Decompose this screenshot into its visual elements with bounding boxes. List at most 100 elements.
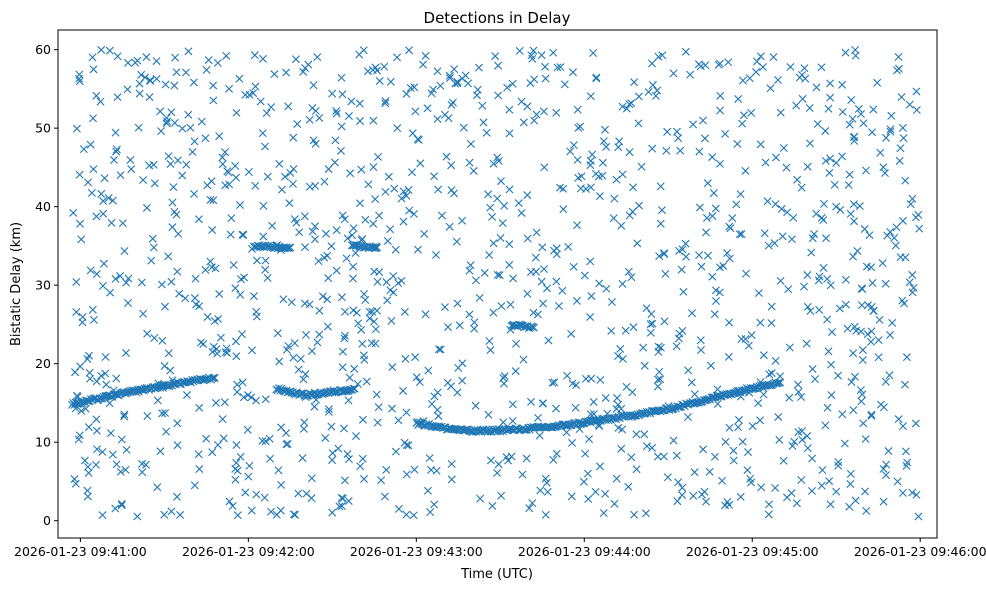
clutter-detection-point xyxy=(324,407,333,416)
clutter-detection-point xyxy=(413,245,422,254)
clutter-detection-point xyxy=(305,182,314,191)
clutter-detection-point xyxy=(728,214,737,223)
clutter-detection-point xyxy=(474,63,483,72)
clutter-detection-point xyxy=(860,225,869,234)
clutter-detection-point xyxy=(402,470,411,479)
clutter-detection-point xyxy=(172,68,181,77)
clutter-detection-point xyxy=(494,61,503,70)
clutter-detection-point xyxy=(850,132,859,141)
clutter-detection-point xyxy=(372,390,381,399)
clutter-detection-point xyxy=(375,211,384,220)
clutter-detection-point xyxy=(203,313,212,322)
clutter-detection-point xyxy=(295,228,304,237)
clutter-detection-point xyxy=(588,150,597,159)
clutter-detection-point xyxy=(470,318,479,327)
clutter-detection-point xyxy=(508,79,517,88)
clutter-detection-point xyxy=(232,108,241,117)
clutter-detection-point xyxy=(484,190,493,199)
clutter-detection-point xyxy=(553,63,562,72)
clutter-detection-point xyxy=(334,444,343,453)
clutter-detection-point xyxy=(201,265,210,274)
clutter-detection-point xyxy=(285,199,294,208)
clutter-detection-point xyxy=(162,113,171,122)
clutter-detection-point xyxy=(776,108,785,117)
clutter-detection-point xyxy=(744,341,753,350)
clutter-detection-point xyxy=(737,334,746,343)
clutter-detection-point xyxy=(861,487,870,496)
clutter-detection-point xyxy=(408,129,417,138)
clutter-detection-point xyxy=(83,354,92,363)
clutter-detection-point xyxy=(315,113,324,122)
clutter-detection-point xyxy=(232,441,241,450)
clutter-detection-point xyxy=(291,55,300,64)
clutter-detection-point xyxy=(759,390,768,399)
clutter-detection-point xyxy=(537,51,546,60)
y-tick-label: 40 xyxy=(35,199,51,214)
clutter-detection-point xyxy=(886,127,895,136)
clutter-detection-point xyxy=(243,425,252,434)
clutter-detection-point xyxy=(777,204,786,213)
clutter-detection-point xyxy=(806,307,815,315)
clutter-detection-point xyxy=(465,158,474,167)
clutter-detection-point xyxy=(523,289,532,298)
clutter-detection-point xyxy=(210,317,219,325)
clutter-detection-point xyxy=(614,400,623,409)
clutter-detection-point xyxy=(160,362,169,371)
track-detection-point xyxy=(286,243,295,252)
clutter-detection-point xyxy=(869,105,878,114)
clutter-detection-point xyxy=(485,250,494,259)
clutter-detection-point xyxy=(173,419,182,428)
clutter-detection-point xyxy=(834,371,843,380)
clutter-detection-point xyxy=(808,454,817,463)
clutter-detection-point xyxy=(84,178,93,187)
clutter-detection-point xyxy=(261,256,270,265)
clutter-detection-point xyxy=(409,210,418,218)
clutter-detection-point xyxy=(112,145,121,154)
clutter-detection-point xyxy=(868,278,877,287)
clutter-detection-point xyxy=(89,65,98,74)
clutter-detection-point xyxy=(505,240,514,249)
clutter-detection-point xyxy=(867,411,876,420)
clutter-detection-point xyxy=(552,277,561,286)
clutter-detection-point xyxy=(267,507,275,516)
clutter-detection-point xyxy=(906,200,915,209)
clutter-detection-point xyxy=(569,141,578,150)
clutter-detection-point xyxy=(914,512,923,521)
clutter-detection-point xyxy=(386,286,395,295)
clutter-detections xyxy=(69,45,924,521)
clutter-detection-point xyxy=(97,189,106,198)
clutter-detection-point xyxy=(586,161,595,170)
clutter-detection-point xyxy=(891,241,900,250)
clutter-detection-point xyxy=(544,336,553,345)
clutter-detection-point xyxy=(223,167,232,176)
clutter-detection-point xyxy=(313,338,322,347)
clutter-detection-point xyxy=(450,65,459,74)
clutter-detection-point xyxy=(231,161,240,170)
clutter-detection-point xyxy=(93,445,102,454)
clutter-detection-point xyxy=(104,194,113,203)
track-detection-point xyxy=(523,425,532,434)
clutter-detection-point xyxy=(252,256,261,265)
clutter-detection-point xyxy=(778,232,787,241)
clutter-detection-point xyxy=(153,483,162,492)
clutter-detection-point xyxy=(470,324,479,333)
clutter-detection-point xyxy=(116,272,125,281)
clutter-detection-point xyxy=(89,315,98,324)
clutter-detection-point xyxy=(161,409,170,418)
clutter-detection-point xyxy=(849,406,858,415)
clutter-detection-point xyxy=(552,404,561,413)
clutter-detection-point xyxy=(803,162,812,171)
clutter-detection-point xyxy=(374,403,383,412)
clutter-detection-point xyxy=(856,110,865,119)
clutter-detection-point xyxy=(821,421,830,430)
clutter-detection-point xyxy=(654,342,663,351)
clutter-detection-point xyxy=(494,91,503,100)
clutter-detection-point xyxy=(543,487,552,496)
clutter-detection-point xyxy=(195,465,204,474)
clutter-detection-point xyxy=(482,128,491,137)
clutter-detection-point xyxy=(648,443,657,452)
clutter-detection-point xyxy=(427,465,436,474)
clutter-detection-point xyxy=(299,424,308,433)
clutter-detection-point xyxy=(186,123,195,132)
clutter-detection-point xyxy=(526,268,535,277)
